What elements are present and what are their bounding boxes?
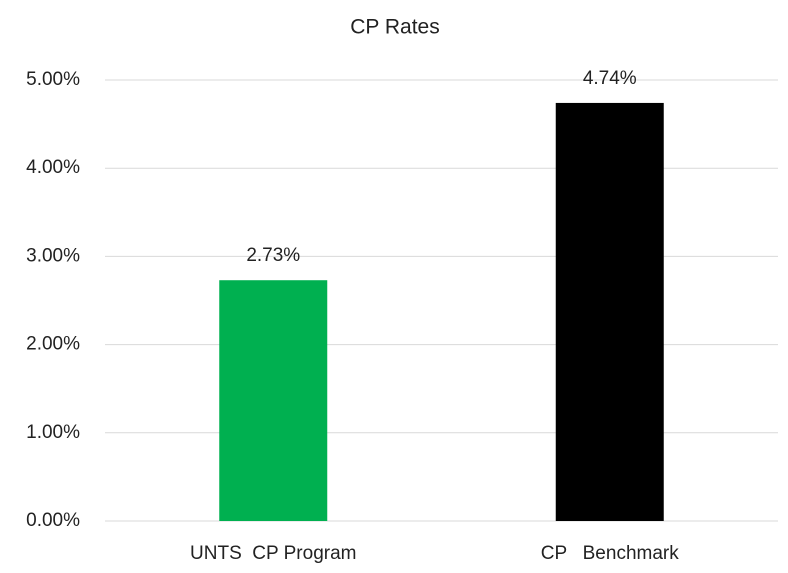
y-tick-label: 0.00%	[26, 510, 80, 531]
y-tick-label: 3.00%	[26, 245, 80, 266]
y-tick-label: 1.00%	[26, 422, 80, 443]
chart-title: CP Rates	[350, 16, 440, 39]
data-label: 4.74%	[583, 68, 637, 89]
data-label: 2.73%	[246, 245, 300, 266]
y-tick-label: 5.00%	[26, 69, 80, 90]
x-tick-label: CP Benchmark	[541, 543, 679, 564]
bar	[555, 102, 664, 521]
bar	[219, 280, 328, 521]
y-tick-label: 4.00%	[26, 157, 80, 178]
y-tick-label: 2.00%	[26, 334, 80, 355]
x-tick-label: UNTS CP Program	[190, 543, 356, 564]
